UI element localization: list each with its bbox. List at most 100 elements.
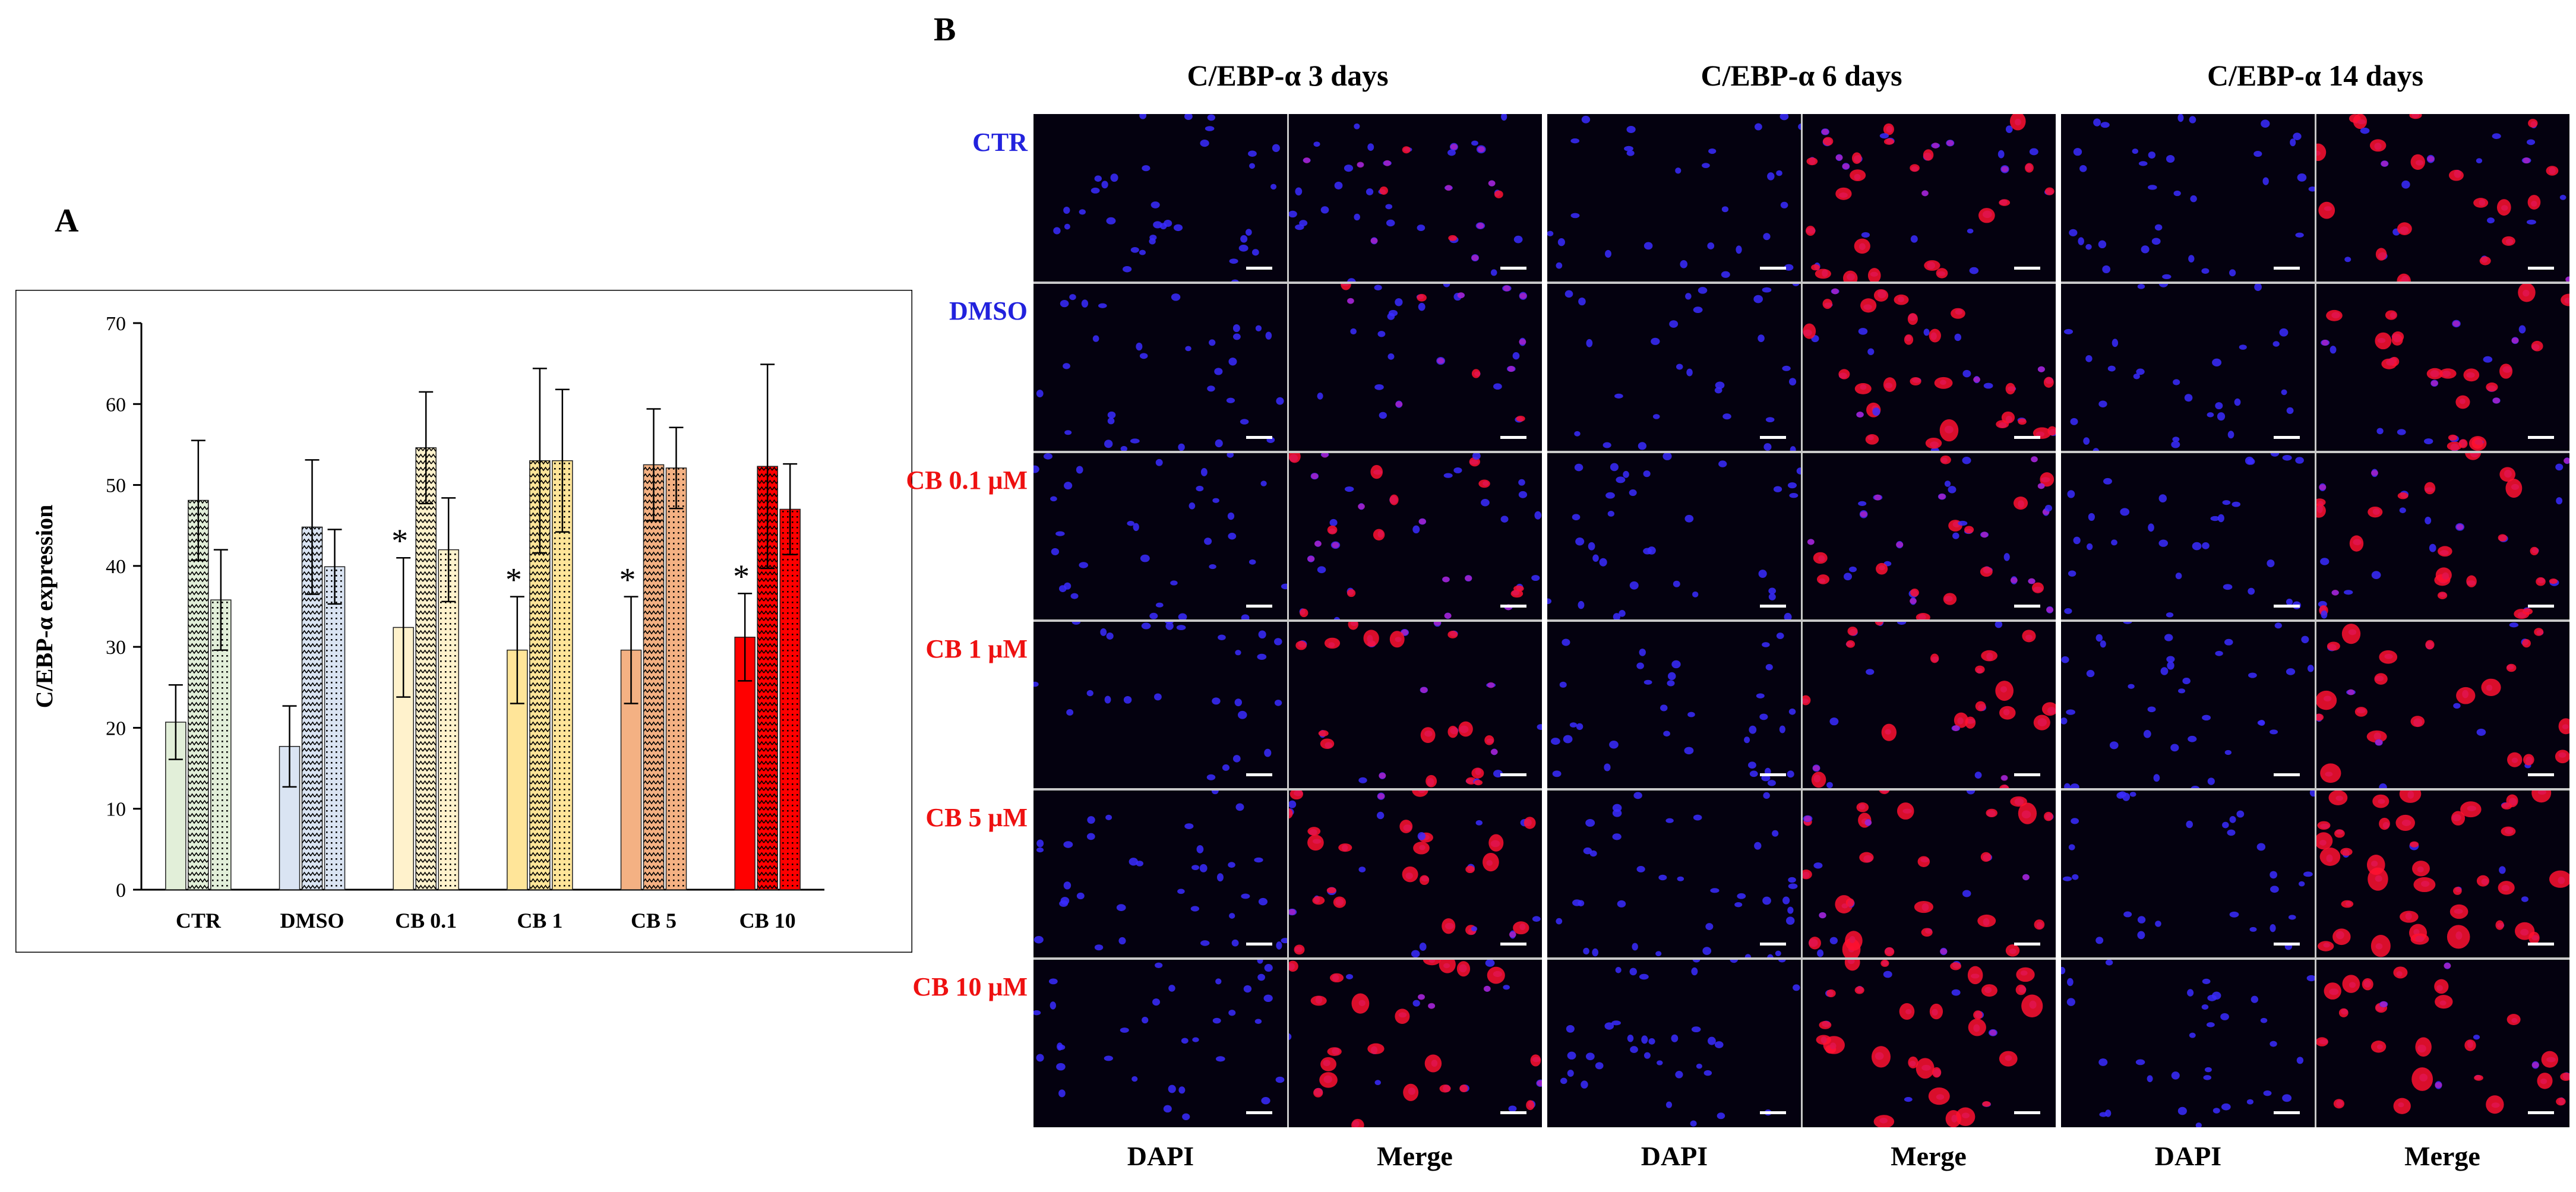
nucleus-mark <box>1227 512 1235 520</box>
nucleus-mark <box>1570 213 1580 219</box>
micrograph-tile <box>1288 621 1542 790</box>
stain-mark <box>1295 641 1307 650</box>
nucleus-mark <box>1693 306 1703 314</box>
stain-mark <box>2479 256 2491 265</box>
nucleus-mark <box>1218 634 1226 641</box>
nucleus-mark <box>2217 514 2224 522</box>
micrograph-tile <box>1547 789 1801 959</box>
nucleus-mark <box>1962 370 1971 378</box>
nucleus-mark <box>2070 418 2078 426</box>
stain-mark <box>1910 164 1920 172</box>
nucleus-mark <box>1785 916 1795 925</box>
nucleus-mark <box>1651 338 1660 346</box>
nucleus-mark <box>1788 883 1798 890</box>
nucleus-mark <box>1471 926 1478 932</box>
nucleus-mark <box>1578 600 1585 609</box>
stain-mark <box>1850 169 1866 181</box>
nucleus-mark <box>2147 1075 2153 1082</box>
nucleus-mark <box>1066 709 1074 716</box>
nucleus-mark <box>1632 943 1638 951</box>
nucleus-mark <box>1265 331 1272 340</box>
stain-mark <box>2495 920 2504 931</box>
stain-mark <box>2463 368 2480 382</box>
stain-mark <box>1487 966 1505 984</box>
nucleus-mark <box>1789 492 1799 498</box>
nucleus-mark <box>2559 195 2566 200</box>
nucleus-mark <box>1104 695 1111 704</box>
nucleus-mark <box>1178 613 1187 621</box>
nucleus-mark <box>1313 141 1320 147</box>
nucleus-mark <box>1557 238 1565 246</box>
stain-mark <box>1326 887 1336 894</box>
nucleus-mark <box>2128 684 2135 689</box>
nucleus-mark <box>1758 334 1765 343</box>
nucleus-mark <box>2171 441 2180 448</box>
nucleus-mark <box>1566 1025 1575 1033</box>
stain-mark <box>2014 496 2028 510</box>
nucleus-mark <box>1969 267 1979 274</box>
nucleus-mark <box>2153 774 2160 782</box>
overlap-mark <box>1864 820 1872 826</box>
nucleus-mark <box>2344 257 2351 263</box>
nucleus-mark <box>2293 132 2302 140</box>
nucleus-mark <box>1232 324 1240 333</box>
micrograph-tile <box>1288 283 1542 452</box>
scale-bar <box>2014 773 2040 777</box>
stain-mark <box>1312 896 1325 905</box>
x-tick-label: DMSO <box>280 909 344 932</box>
stain-mark <box>2333 1098 2345 1109</box>
overlap-mark <box>1357 162 1364 168</box>
nucleus-mark <box>1261 1096 1270 1105</box>
nucleus-mark <box>1531 574 1540 581</box>
nucleus-mark <box>2029 148 2038 156</box>
nucleus-mark <box>2234 399 2241 406</box>
nucleus-mark <box>2279 328 2289 337</box>
stain-mark <box>2411 1067 2433 1091</box>
stain-mark <box>2481 678 2501 697</box>
stain-mark <box>1842 270 1858 283</box>
nucleus-mark <box>1572 899 1582 906</box>
nucleus-mark <box>2188 735 2197 742</box>
nucleus-mark <box>2270 886 2279 893</box>
stain-mark <box>1883 377 1897 393</box>
nucleus-mark <box>1708 148 1717 154</box>
nucleus-mark <box>1793 984 1800 991</box>
micrograph-tile <box>1547 451 1801 621</box>
stain-mark <box>2393 1098 2411 1114</box>
nucleus-mark <box>1207 385 1215 392</box>
nucleus-mark <box>2093 118 2101 127</box>
stain-mark <box>1806 226 1816 236</box>
stain-mark <box>2426 368 2444 380</box>
nucleus-mark <box>2307 665 2314 672</box>
nucleus-mark <box>2061 656 2069 663</box>
nucleus-mark <box>1691 1026 1701 1032</box>
stain-mark <box>1815 268 1831 279</box>
stain-mark <box>2368 506 2383 517</box>
overlap-mark <box>2381 160 2388 167</box>
nucleus-mark <box>1235 650 1241 656</box>
nucleus-mark <box>1532 916 1541 922</box>
y-tick-label: 60 <box>106 394 126 416</box>
stain-mark <box>1417 294 1427 302</box>
stain-mark <box>2460 801 2482 818</box>
nucleus-mark <box>2105 959 2113 966</box>
nucleus-mark <box>1638 442 1647 450</box>
nucleus-mark <box>1948 485 1957 494</box>
nucleus-mark <box>1386 219 1395 227</box>
stain-mark <box>2496 199 2511 216</box>
nucleus-mark <box>1231 940 1239 947</box>
overlap-mark <box>1856 412 1864 418</box>
nucleus-mark <box>2256 843 2266 851</box>
nucleus-mark <box>1787 906 1794 914</box>
nucleus-mark <box>1260 480 1267 486</box>
nucleus-mark <box>1605 492 1615 499</box>
nucleus-mark <box>1212 1017 1221 1024</box>
nucleus-mark <box>1232 333 1241 340</box>
y-tick-label: 70 <box>106 313 126 335</box>
stain-mark <box>1897 802 1914 820</box>
stain-mark <box>1916 1057 1935 1079</box>
stain-mark <box>1289 789 1304 800</box>
overlap-mark <box>2435 1082 2442 1088</box>
nucleus-mark <box>1184 823 1194 830</box>
nucleus-mark <box>1780 201 1788 208</box>
